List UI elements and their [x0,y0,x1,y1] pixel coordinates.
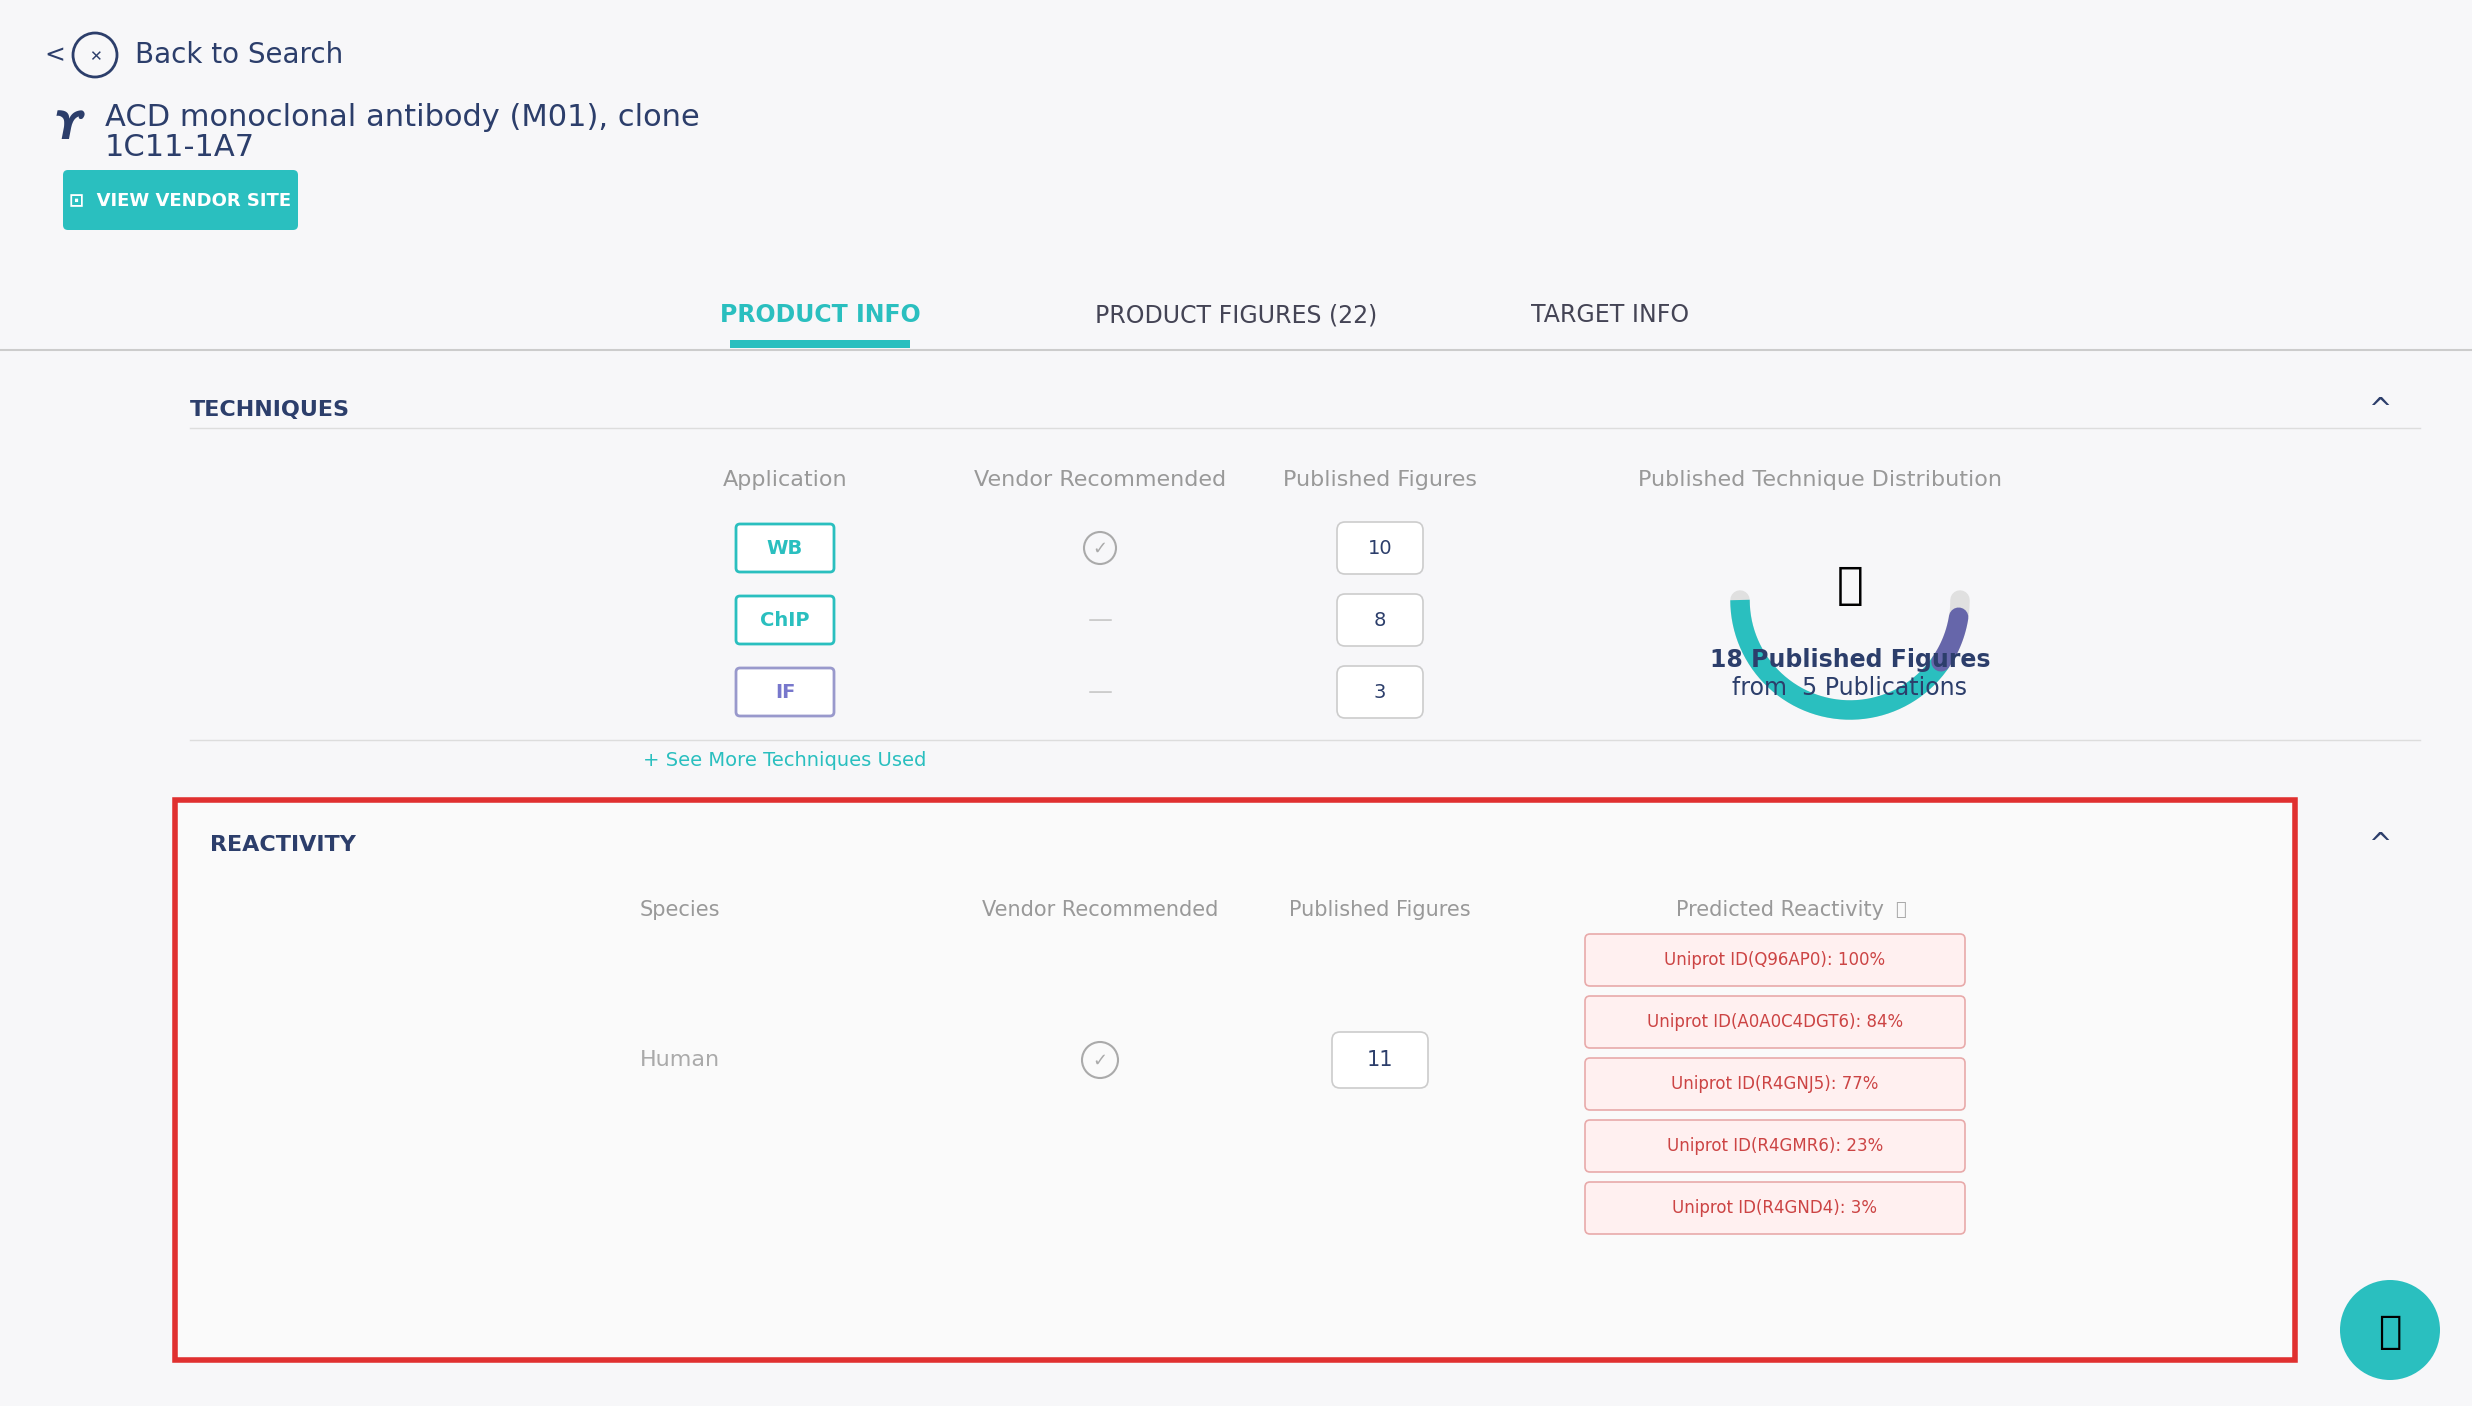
FancyBboxPatch shape [737,596,833,644]
Text: ✓: ✓ [1093,540,1107,558]
FancyBboxPatch shape [176,800,2294,1360]
Text: Uniprot ID(A0A0C4DGT6): 84%: Uniprot ID(A0A0C4DGT6): 84% [1646,1012,1903,1031]
Text: ^: ^ [2368,831,2390,859]
Text: PRODUCT FIGURES (22): PRODUCT FIGURES (22) [1095,304,1377,328]
Text: Back to Search: Back to Search [136,41,344,69]
Text: ACD monoclonal antibody (M01), clone: ACD monoclonal antibody (M01), clone [104,104,700,132]
Text: ChIP: ChIP [761,610,811,630]
Text: 1C11-1A7: 1C11-1A7 [104,134,255,163]
FancyBboxPatch shape [1585,934,1965,986]
FancyBboxPatch shape [0,389,2472,1406]
Text: IF: IF [774,682,796,702]
Text: TARGET INFO: TARGET INFO [1530,304,1688,328]
Text: TECHNIQUES: TECHNIQUES [190,399,351,420]
FancyBboxPatch shape [1337,593,1424,645]
FancyBboxPatch shape [1332,1032,1429,1088]
Text: ⓘ: ⓘ [1894,901,1906,920]
Text: 11: 11 [1367,1050,1394,1070]
FancyBboxPatch shape [1585,1057,1965,1109]
Text: 3: 3 [1374,682,1387,702]
Text: 18 Published Figures: 18 Published Figures [1711,648,1990,672]
Text: 10: 10 [1367,538,1392,558]
Text: Published Technique Distribution: Published Technique Distribution [1639,470,2002,491]
Text: from  5 Publications: from 5 Publications [1733,676,1968,700]
Text: Published Figures: Published Figures [1283,470,1476,491]
Text: Human: Human [640,1050,719,1070]
Text: ^: ^ [2368,396,2390,425]
Text: REACTIVITY: REACTIVITY [210,835,356,855]
Text: Uniprot ID(R4GMR6): 23%: Uniprot ID(R4GMR6): 23% [1666,1137,1884,1154]
Text: Predicted Reactivity: Predicted Reactivity [1676,900,1884,920]
Circle shape [2341,1279,2440,1381]
FancyBboxPatch shape [62,170,299,231]
FancyBboxPatch shape [1585,1182,1965,1234]
Text: Uniprot ID(R4GND4): 3%: Uniprot ID(R4GND4): 3% [1674,1199,1879,1218]
FancyBboxPatch shape [737,524,833,572]
Text: ϒ: ϒ [54,110,82,148]
FancyBboxPatch shape [1337,522,1424,574]
Text: + See More Techniques Used: + See More Techniques Used [643,751,927,769]
FancyBboxPatch shape [1337,666,1424,718]
Text: —: — [1088,681,1112,704]
FancyBboxPatch shape [1585,1121,1965,1173]
Text: Uniprot ID(R4GNJ5): 77%: Uniprot ID(R4GNJ5): 77% [1671,1076,1879,1092]
FancyBboxPatch shape [1585,995,1965,1047]
Text: Published Figures: Published Figures [1290,900,1471,920]
Text: Species: Species [640,900,719,920]
Text: 💬: 💬 [2378,1313,2403,1351]
Text: ⊡  VIEW VENDOR SITE: ⊡ VIEW VENDOR SITE [69,191,292,209]
Text: PRODUCT INFO: PRODUCT INFO [719,304,920,328]
FancyBboxPatch shape [737,668,833,716]
Text: Uniprot ID(Q96AP0): 100%: Uniprot ID(Q96AP0): 100% [1664,950,1886,969]
Text: <: < [44,44,64,67]
Text: Application: Application [722,470,848,491]
FancyBboxPatch shape [729,340,910,349]
FancyBboxPatch shape [0,0,2472,389]
Text: Vendor Recommended: Vendor Recommended [981,900,1219,920]
Text: WB: WB [766,538,803,558]
Text: ✕: ✕ [89,49,101,65]
Text: Vendor Recommended: Vendor Recommended [974,470,1226,491]
Text: —: — [1088,607,1112,633]
Text: 8: 8 [1374,610,1387,630]
Text: ✓: ✓ [1093,1052,1107,1070]
Text: 📕: 📕 [1837,564,1864,606]
